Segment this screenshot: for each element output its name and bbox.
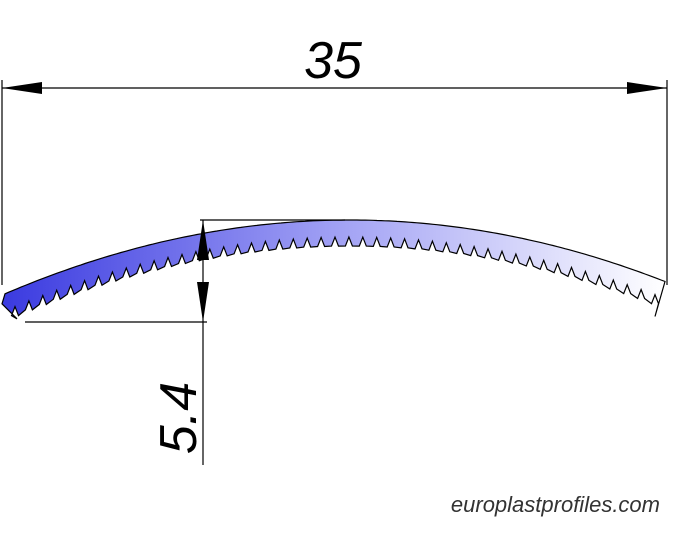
width-dimension [1,80,668,285]
height-label: 5.4 [150,382,208,454]
width-label: 35 [304,32,363,90]
height-dimension [25,219,345,465]
watermark: europlastprofiles.com [451,492,660,517]
profile [1,219,666,320]
